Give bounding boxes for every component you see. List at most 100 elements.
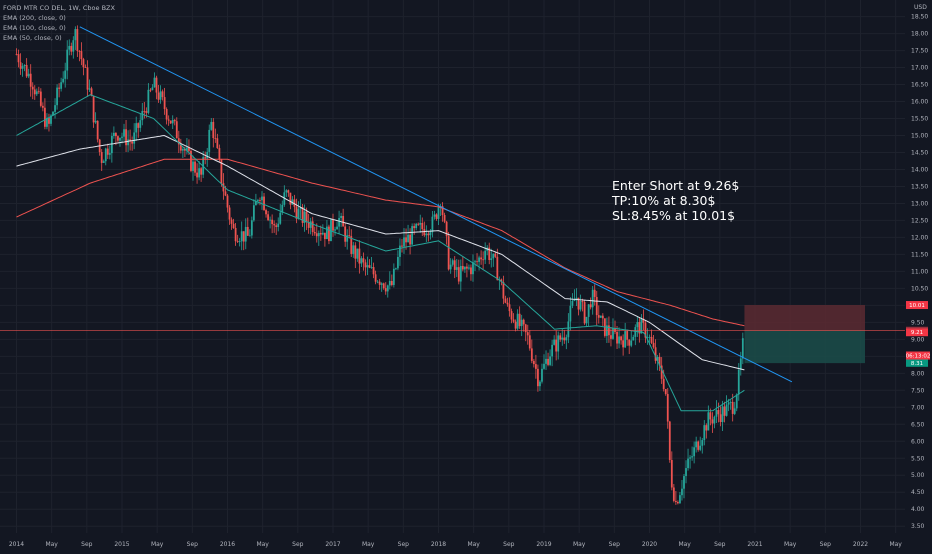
candle-body	[112, 132, 115, 137]
price-tag-bg	[906, 301, 928, 310]
candle-body	[108, 153, 111, 155]
candle-body	[565, 337, 568, 341]
x-tick-label: 2017	[325, 541, 340, 548]
candle-body	[56, 87, 58, 106]
candle-body	[259, 200, 261, 201]
candle-body	[423, 229, 426, 236]
candle-body	[287, 190, 290, 193]
candle-body	[257, 200, 259, 202]
candle-body	[674, 500, 677, 502]
candle-body	[504, 298, 507, 303]
candle-body	[599, 315, 602, 318]
legend-ema100[interactable]: EMA (100, close, 0)	[3, 24, 66, 32]
x-tick-label: 2022	[853, 541, 868, 548]
legend-ema200[interactable]: EMA (200, close, 0)	[3, 14, 66, 22]
candle-body	[190, 150, 192, 171]
candle-body	[451, 260, 454, 265]
candle-body	[291, 199, 294, 205]
candle-body	[530, 348, 533, 361]
candle-body	[425, 233, 428, 236]
candle-body	[664, 389, 667, 395]
candle-body	[342, 215, 345, 227]
candle-body	[167, 119, 170, 121]
x-tick-label: May	[151, 541, 164, 548]
candle-body	[37, 91, 40, 93]
candle-body	[321, 232, 324, 235]
candle-body	[579, 301, 582, 310]
candle-body	[147, 89, 150, 113]
candle-body	[585, 316, 588, 324]
x-tick-label: 2016	[220, 541, 235, 548]
candle-body	[463, 266, 466, 270]
candle-body	[666, 394, 669, 422]
candle-body	[705, 425, 708, 431]
candle-body	[68, 45, 71, 50]
y-tick-label: 12.50	[911, 217, 928, 224]
candle-body	[457, 267, 460, 282]
candle-body	[445, 221, 448, 237]
candle-body	[48, 117, 50, 124]
x-tick-label: Sep	[609, 541, 621, 548]
y-tick-label: 9.50	[911, 319, 925, 326]
stop-loss-zone	[744, 305, 865, 331]
candle-body	[309, 221, 312, 228]
candle-body	[127, 139, 129, 146]
y-tick-label: 11.00	[911, 268, 928, 275]
candle-body	[92, 96, 95, 123]
candle-body	[601, 315, 604, 319]
candle-body	[482, 259, 485, 261]
y-tick-label: 16.00	[911, 99, 928, 106]
downtrend-line	[79, 26, 793, 383]
candle-body	[224, 191, 227, 196]
candle-body	[587, 304, 590, 317]
candle-body	[403, 237, 405, 247]
candle-body	[455, 267, 458, 270]
x-tick-label: May	[256, 541, 269, 548]
candle-body	[575, 297, 578, 300]
candle-body	[252, 205, 255, 221]
candle-body	[652, 342, 655, 348]
candle-body	[250, 220, 253, 236]
candle-body	[360, 258, 363, 264]
risk-reward-zones	[744, 305, 865, 364]
x-tick-label: May	[573, 541, 586, 548]
candle-body	[364, 262, 367, 268]
candle-body	[380, 283, 383, 285]
candle-body	[194, 161, 196, 173]
candle-body	[583, 302, 586, 324]
candle-body	[709, 412, 712, 420]
candle-body	[417, 223, 420, 225]
candle-body	[476, 261, 478, 263]
candle-body	[614, 328, 616, 332]
candle-body	[516, 313, 519, 329]
candle-body	[366, 265, 369, 268]
candle-body	[618, 336, 620, 344]
candle-body	[693, 447, 696, 457]
candle-body	[735, 394, 738, 409]
legend-ema50[interactable]: EMA (50, close, 0)	[3, 34, 62, 42]
candle-body	[630, 340, 633, 346]
candle-body	[328, 226, 330, 242]
candle-body	[715, 409, 718, 417]
candle-body	[15, 53, 18, 55]
candle-body	[131, 141, 134, 144]
candle-body	[19, 62, 22, 69]
y-tick-label: 5.00	[911, 472, 925, 479]
candle-body	[437, 206, 440, 219]
candle-body	[703, 425, 706, 441]
y-tick-label: 8.00	[911, 370, 925, 377]
candle-body	[179, 144, 182, 151]
candle-body	[25, 64, 28, 77]
candle-body	[526, 332, 529, 336]
price-tag-label: 10.01	[909, 303, 925, 309]
candle-body	[183, 149, 186, 151]
candle-body	[713, 416, 716, 424]
candle-body	[307, 222, 310, 228]
x-tick-label: Sep	[187, 541, 199, 548]
candle-body	[368, 265, 371, 268]
x-tick-label: 2020	[642, 541, 657, 548]
candle-body	[145, 111, 148, 113]
candle-body	[106, 148, 109, 155]
candle-body	[159, 91, 162, 100]
